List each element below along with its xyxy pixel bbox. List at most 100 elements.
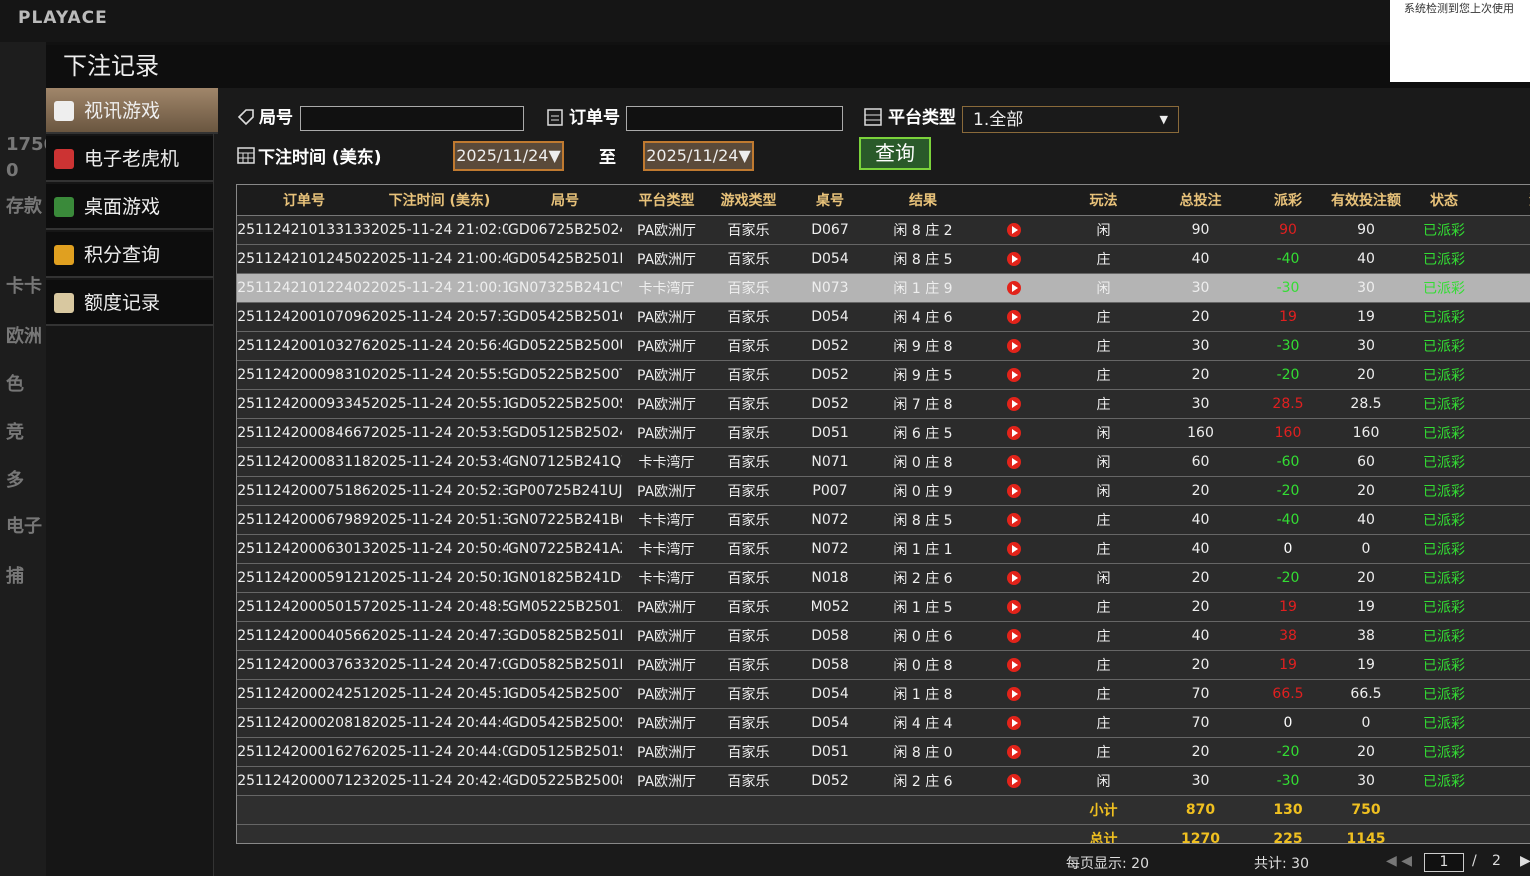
replay-icon[interactable] [1006, 571, 1021, 585]
blank-cell [1405, 824, 1483, 843]
menu-label: 积分查询 [84, 244, 161, 266]
cell: 庄 [1055, 389, 1152, 419]
replay-icon[interactable] [1006, 542, 1021, 556]
date-from[interactable]: 2025/11/24▼ [453, 141, 564, 171]
cell: PA欧洲厅 [622, 215, 711, 245]
query-button[interactable]: 查询 [859, 137, 931, 170]
page-input[interactable]: 1 [1424, 853, 1464, 872]
bet-row: 251124200075186 2025-11-24 20:52:32 GP0072… [237, 476, 1530, 506]
background-label: 卡卡 [6, 276, 42, 297]
cell: - [1483, 302, 1530, 332]
background-sidebar: 1750 0 存款 卡卡 欧洲色竞多电子捕 [0, 42, 56, 876]
replay-icon[interactable] [1006, 745, 1021, 759]
cell: 2025-11-24 21:02:03 [371, 215, 508, 245]
replay-icon[interactable] [1006, 339, 1021, 353]
page-nav[interactable]: ◀ ◀ [1386, 853, 1412, 869]
replay-icon[interactable] [1006, 368, 1021, 382]
date-to[interactable]: 2025/11/24▼ [643, 141, 754, 171]
cell: N073 [786, 273, 874, 303]
replay-icon[interactable] [1006, 281, 1021, 295]
cell: 251124200075186 [237, 476, 371, 506]
order-input[interactable] [626, 106, 843, 131]
cell: 2025-11-24 20:55:56 [371, 360, 508, 390]
cell: 百家乐 [711, 244, 786, 274]
replay-icon[interactable] [1006, 774, 1021, 788]
replay-icon[interactable] [1006, 629, 1021, 643]
menu-item[interactable]: 额度记录 [46, 280, 213, 326]
replay-cell [972, 592, 1055, 622]
cell: 闲 1 庄 1 [874, 534, 972, 564]
cell: 20 [1152, 737, 1249, 767]
cell: GD05225B2500S [508, 389, 622, 419]
replay-cell [972, 476, 1055, 506]
blank-cell [237, 824, 371, 843]
cell: N072 [786, 505, 874, 535]
cell: - [1483, 331, 1530, 361]
cell: 40 [1327, 244, 1405, 274]
sum-cell: 870 [1152, 795, 1249, 825]
cell: 40 [1152, 505, 1249, 535]
cell: 百家乐 [711, 331, 786, 361]
replay-icon[interactable] [1006, 513, 1021, 527]
cell: 闲 [1055, 766, 1152, 796]
blank-cell [711, 795, 786, 825]
replay-icon[interactable] [1006, 455, 1021, 469]
page-next[interactable]: ▶ [1520, 853, 1530, 869]
cell: 20 [1152, 360, 1249, 390]
cell: 251124200063013 [237, 534, 371, 564]
order-label: 订单号 [569, 108, 620, 128]
replay-icon[interactable] [1006, 426, 1021, 440]
cell: 闲 [1055, 215, 1152, 245]
column-header: 总投注 [1152, 185, 1249, 216]
cell: 百家乐 [711, 708, 786, 738]
replay-icon[interactable] [1006, 600, 1021, 614]
background-label: 捕 [6, 566, 24, 587]
replay-cell [972, 360, 1055, 390]
cell: 2025-11-24 20:51:30 [371, 505, 508, 535]
cell: 已派彩 [1405, 679, 1483, 709]
cell: 百家乐 [711, 592, 786, 622]
cell: 百家乐 [711, 650, 786, 680]
cell: - [1483, 418, 1530, 448]
cell: 66.5 [1327, 679, 1405, 709]
cell: PA欧洲厅 [622, 766, 711, 796]
cell: 已派彩 [1405, 273, 1483, 303]
cell: - [1483, 360, 1530, 390]
cell: GD05125B25024 [508, 418, 622, 448]
menu-item[interactable]: 电子老虎机 [46, 136, 213, 182]
menu-item[interactable]: 桌面游戏 [46, 184, 213, 230]
cell: 30 [1327, 331, 1405, 361]
cell: - [1483, 476, 1530, 506]
cell: - [1483, 708, 1530, 738]
cell: 70 [1152, 708, 1249, 738]
cell: PA欧洲厅 [622, 418, 711, 448]
round-input[interactable] [300, 106, 524, 131]
replay-icon[interactable] [1006, 397, 1021, 411]
replay-icon[interactable] [1006, 484, 1021, 498]
replay-icon[interactable] [1006, 223, 1021, 237]
total-row: 总计 1270 225 1145 [237, 824, 1530, 843]
replay-icon[interactable] [1006, 687, 1021, 701]
menu-label: 桌面游戏 [84, 196, 161, 218]
cell: - [1483, 273, 1530, 303]
cell: GD05225B2500T [508, 360, 622, 390]
sum-cell: 小计 [1055, 795, 1152, 825]
sum-cell: 总计 [1055, 824, 1152, 843]
replay-icon[interactable] [1006, 310, 1021, 324]
cell: 90 [1249, 215, 1327, 245]
cell: 已派彩 [1405, 534, 1483, 564]
replay-icon[interactable] [1006, 716, 1021, 730]
platform-select[interactable]: 1.全部 ▼ [962, 106, 1179, 133]
replay-icon[interactable] [1006, 658, 1021, 672]
cell: 2025-11-24 20:56:46 [371, 331, 508, 361]
cell: D051 [786, 418, 874, 448]
cell: 60 [1327, 447, 1405, 477]
column-header: 订单号 [237, 185, 371, 216]
replay-icon[interactable] [1006, 252, 1021, 266]
bet-row: 251124200084667 2025-11-24 20:53:57 GD0512… [237, 418, 1530, 448]
menu-item[interactable]: 积分查询 [46, 232, 213, 278]
cell: 70 [1152, 679, 1249, 709]
column-header: 平台类型 [622, 185, 711, 216]
cell: 百家乐 [711, 302, 786, 332]
menu-item[interactable]: 视讯游戏 [46, 88, 218, 134]
